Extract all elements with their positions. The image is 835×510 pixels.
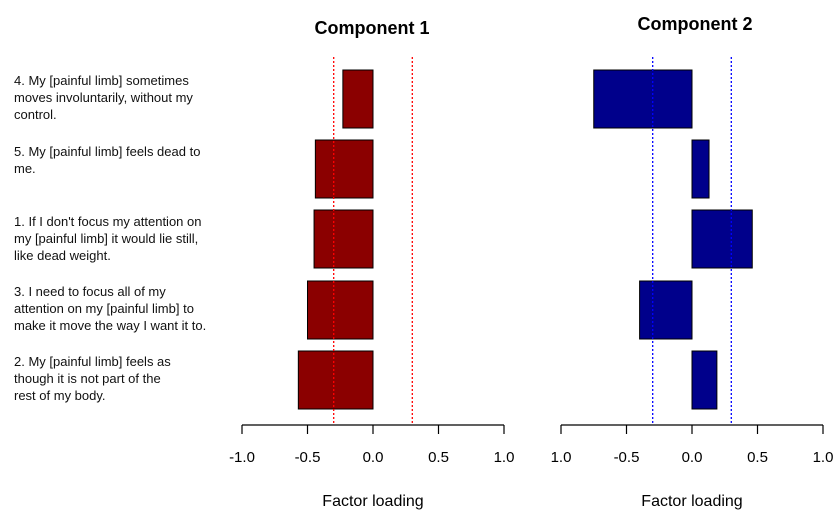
bar-item-1: [342, 69, 374, 129]
bar-item-2: [691, 139, 710, 199]
bar-item-1: [593, 69, 693, 129]
x-tick-label: 0.5: [747, 449, 768, 466]
bar-item-3: [313, 209, 374, 269]
component-2-xlabel: Factor loading: [641, 493, 742, 510]
bar-item-4: [639, 280, 693, 340]
component-2-panel: Component 2 Factor loading 1.0 -0.5 0.0 0.5…: [551, 14, 834, 510]
component-1-title: Component 1: [315, 18, 430, 38]
x-tick-label: -1.0: [229, 449, 255, 466]
bar-item-3: [691, 209, 753, 269]
x-tick-label: -0.5: [614, 449, 640, 466]
bar-item-5: [691, 350, 718, 410]
component-1-panel: Component 1 Factor loading -1.0 -0.5 0.0 0.…: [229, 18, 514, 510]
item-label-5: 5. My [painful limb] feels dead to me.: [14, 144, 201, 176]
x-tick-label: 1.0: [551, 449, 572, 466]
item-label-3: 3. I need to focus all of my attention o…: [14, 284, 207, 333]
item-label-4: 4. My [painful limb] sometimes moves inv…: [14, 73, 193, 122]
x-tick-label: 0.0: [363, 449, 384, 466]
item-label-1: 1. If I don't focus my attention on my […: [14, 214, 202, 263]
x-tick-label: 1.0: [494, 449, 515, 466]
x-tick-label: -0.5: [295, 449, 321, 466]
component-1-xlabel: Factor loading: [322, 493, 423, 510]
x-tick-label: 0.5: [428, 449, 449, 466]
component-2-title: Component 2: [638, 14, 753, 34]
item-label-2: 2. My [painful limb] feels as though it …: [14, 354, 171, 403]
bar-item-2: [314, 139, 374, 199]
bar-item-5: [297, 350, 374, 410]
x-tick-label: 1.0: [813, 449, 834, 466]
x-tick-label: 0.0: [682, 449, 703, 466]
bar-item-4: [307, 280, 374, 340]
